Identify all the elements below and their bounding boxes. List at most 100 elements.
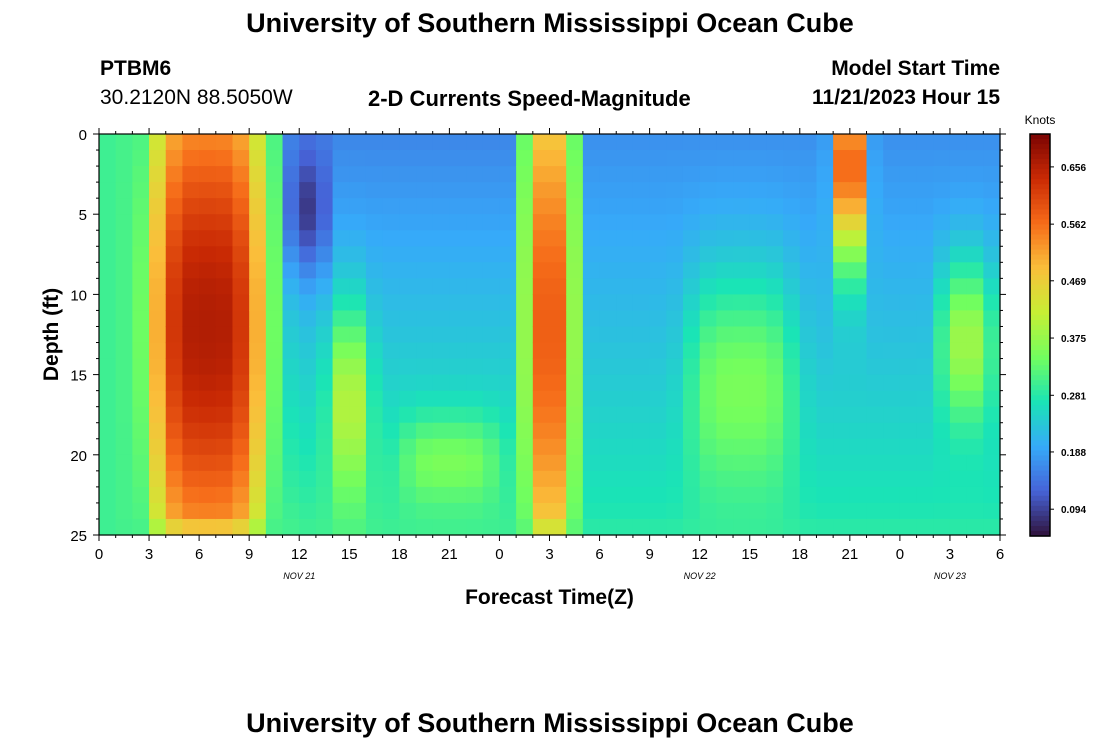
heatmap-cell (249, 230, 267, 247)
heatmap-cell (282, 214, 300, 231)
heatmap-cell (866, 406, 884, 424)
heatmap-cell (466, 150, 484, 167)
heatmap-cell (516, 502, 534, 520)
heatmap-cell (682, 198, 701, 215)
heatmap-cell (833, 230, 851, 247)
colorbar-swatch (1030, 515, 1050, 522)
heatmap-cell (149, 182, 167, 199)
heatmap-cell (449, 502, 467, 520)
heatmap-cell (783, 486, 801, 504)
heatmap-cell (182, 166, 200, 183)
heatmap-cell (115, 246, 133, 263)
heatmap-cell (599, 134, 617, 151)
colorbar-swatch (1030, 335, 1050, 341)
heatmap-cell (966, 310, 984, 328)
heatmap-cell (299, 166, 317, 183)
heatmap-cell (165, 470, 184, 488)
heatmap-cell (365, 390, 384, 408)
heatmap-cell (582, 230, 601, 247)
heatmap-cell (182, 182, 200, 199)
heatmap-cell (365, 406, 384, 424)
heatmap-cell (115, 214, 133, 231)
heatmap-cell (649, 166, 667, 183)
heatmap-cell (532, 486, 551, 504)
heatmap-cell (282, 262, 300, 279)
heatmap-cell (249, 422, 267, 440)
heatmap-cell (332, 518, 350, 536)
heatmap-cell (265, 422, 284, 440)
heatmap-cell (482, 518, 501, 536)
heatmap-cell (549, 326, 567, 344)
heatmap-cell (716, 198, 734, 215)
heatmap-cell (132, 262, 150, 279)
heatmap-cell (916, 134, 934, 151)
heatmap-cell (432, 310, 450, 328)
heatmap-cell (199, 246, 217, 263)
heatmap-cell (582, 502, 601, 520)
heatmap-cell (949, 214, 968, 231)
heatmap-cell (716, 150, 734, 167)
heatmap-cell (482, 438, 501, 456)
heatmap-cell (916, 470, 934, 488)
heatmap-cell (933, 518, 951, 536)
heatmap-cell (632, 294, 651, 312)
heatmap-cell (766, 246, 784, 263)
heatmap-cell (933, 486, 951, 504)
heatmap-cell (666, 230, 684, 247)
heatmap-cell (599, 294, 617, 312)
colorbar-swatch (1030, 500, 1050, 507)
heatmap-cell (265, 374, 284, 392)
heatmap-cell (983, 198, 1001, 215)
heatmap-cell (516, 406, 534, 424)
x-tick-label: 3 (946, 546, 954, 563)
heatmap-cell (733, 326, 751, 344)
heatmap-cell (416, 358, 434, 376)
heatmap-cell (399, 134, 417, 151)
heatmap-cell (966, 374, 984, 392)
heatmap-cell (599, 390, 617, 408)
heatmap-cell (632, 406, 651, 424)
heatmap-cell (566, 214, 584, 231)
heatmap-cell (566, 438, 584, 456)
heatmap-cell (149, 470, 167, 488)
heatmap-cell (983, 518, 1001, 536)
heatmap-cell (783, 374, 801, 392)
heatmap-cell (232, 390, 250, 408)
heatmap-cell (883, 214, 901, 231)
heatmap-cell (849, 310, 868, 328)
heatmap-cell (766, 198, 784, 215)
heatmap-cell (99, 294, 117, 312)
heatmap-cell (149, 358, 167, 376)
heatmap-cell (749, 502, 768, 520)
colorbar-swatch (1030, 284, 1050, 291)
heatmap-cell (866, 310, 884, 328)
heatmap-cell (516, 486, 534, 504)
heatmap-cell (566, 294, 584, 312)
heatmap-cell (799, 262, 818, 279)
heatmap-cell (582, 470, 601, 488)
heatmap-cell (799, 358, 818, 376)
heatmap-cell (532, 310, 551, 328)
page-title: University of Southern Mississippi Ocean… (246, 8, 854, 38)
heatmap-cell (733, 166, 751, 183)
colorbar-swatch (1030, 490, 1050, 497)
heatmap-cell (132, 326, 150, 344)
heatmap-cell (666, 246, 684, 263)
heatmap-cell (983, 326, 1001, 344)
heatmap-cell (799, 310, 818, 328)
heatmap-cell (566, 422, 584, 440)
heatmap-cell (733, 246, 751, 263)
heatmap-cell (399, 230, 417, 247)
heatmap-cell (783, 278, 801, 295)
heatmap-cell (783, 438, 801, 456)
heatmap-cell (582, 134, 601, 151)
heatmap-cell (532, 454, 551, 472)
heatmap-cell (399, 198, 417, 215)
heatmap-cell (149, 454, 167, 472)
y-tick-label: 0 (79, 127, 87, 144)
heatmap-cell (816, 214, 834, 231)
colorbar-swatch (1030, 164, 1050, 170)
heatmap-cell (883, 182, 901, 199)
heatmap-cell (766, 470, 784, 488)
heatmap-cell (199, 438, 217, 456)
